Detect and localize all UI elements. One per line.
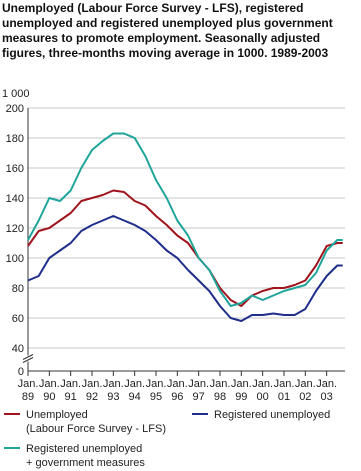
chart-title: Unemployed (Labour Force Survey - LFS), … [2, 1, 333, 60]
y-tick-label: 180 [6, 133, 24, 145]
x-tick-label: Jan. 01 [274, 378, 295, 403]
y-tick-label: 200 [6, 103, 24, 115]
y-tick-label: 80 [12, 283, 24, 295]
x-tick-label: Jan. 96 [167, 378, 188, 403]
axis-break [22, 357, 34, 363]
y-tick-label: 0 [18, 366, 24, 378]
legend-label: Registered unemployed [214, 409, 330, 421]
x-tick-label: Jan. 89 [18, 378, 39, 403]
series-line [27, 189, 343, 307]
x-tick-label: Jan. 02 [295, 378, 316, 403]
legend-label: Unemployed (Labour Force Survey - LFS) [26, 409, 166, 435]
y-tick-label: 160 [6, 163, 24, 175]
y-tick-label: 40 [12, 343, 24, 355]
axis-break-gap [22, 355, 34, 362]
x-tick-label: Jan. 90 [39, 378, 60, 403]
x-tick-label: Jan. 99 [231, 378, 252, 403]
y-tick-label: 100 [6, 253, 24, 265]
x-tick-label: Jan. 03 [316, 378, 337, 403]
x-tick-label: Jan. 98 [210, 378, 231, 403]
x-tick-label: Jan. 92 [82, 378, 103, 403]
x-tick-label: Jan. 95 [146, 378, 167, 403]
y-unit: 1 000 [2, 88, 30, 100]
y-tick-label: 120 [6, 223, 24, 235]
y-tick-label: 140 [6, 193, 24, 205]
series-line [27, 215, 343, 322]
y-tick-label: 60 [12, 313, 24, 325]
legend-label: Registered unemployed + government measur… [26, 443, 145, 469]
x-tick-label: Jan. 94 [124, 378, 145, 403]
x-tick-label: Jan. 91 [60, 378, 81, 403]
series-line [27, 132, 343, 307]
axis-break [22, 354, 34, 360]
x-tick-label: Jan. 00 [252, 378, 273, 403]
x-tick-label: Jan. 93 [103, 378, 124, 403]
x-tick-label: Jan. 97 [188, 378, 209, 403]
